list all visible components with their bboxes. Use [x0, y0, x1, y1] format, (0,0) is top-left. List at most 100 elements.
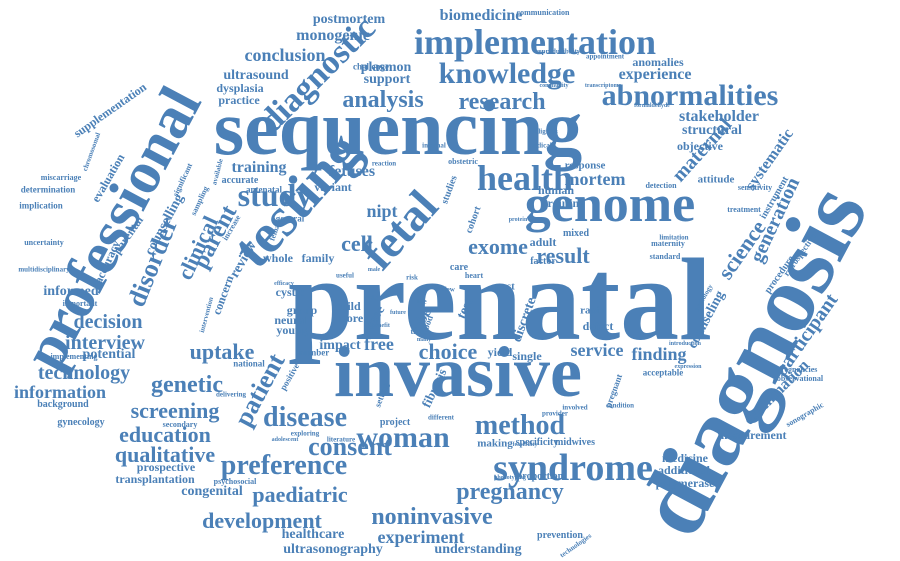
word-multidisciplinary: multidisciplinary	[18, 265, 70, 274]
word-care: care	[449, 262, 469, 273]
word-studies: studies	[439, 174, 460, 206]
word-defect: defect	[582, 319, 614, 333]
word-congenital: congenital	[181, 484, 243, 499]
word-single: single	[512, 349, 542, 363]
word-ultrasound: ultrasound	[223, 68, 289, 83]
word-making: making	[477, 437, 513, 450]
word-adolescent: adolescent	[271, 437, 299, 443]
word-concern: concern	[209, 273, 237, 317]
word-routine: routine	[547, 196, 585, 210]
word-cell: cell	[341, 231, 373, 256]
word-disease: disease	[263, 402, 347, 433]
word-transplantation: transplantation	[115, 472, 195, 486]
word-intervention: intervention	[197, 296, 216, 334]
word-plasmon: plasmon	[360, 60, 412, 75]
word-time: time	[410, 327, 426, 336]
word-postmortem: postmortem	[312, 12, 386, 27]
word-impact: impact	[319, 338, 361, 353]
word-informed: informed	[43, 284, 99, 299]
word-exome: exome	[468, 234, 528, 259]
word-yield: yield	[487, 345, 513, 359]
word-antenatal: antenatal	[246, 184, 282, 195]
word-invasive: invasive	[333, 332, 583, 412]
word-measurement: measurement	[717, 428, 787, 442]
word-acceptable: acceptable	[642, 367, 684, 378]
word-support: support	[363, 72, 411, 87]
word-group: group	[286, 303, 318, 317]
word-experience: experience	[618, 66, 692, 83]
word-psychosocial: psychosocial	[213, 477, 257, 486]
word-information: information	[14, 382, 106, 402]
word-literature: literature	[326, 435, 356, 444]
word-method: method	[474, 410, 566, 441]
word-ultrasonography: ultrasonography	[283, 542, 383, 557]
word-national: national	[233, 358, 265, 369]
word-rapid: rapid	[580, 304, 606, 317]
word-appointment: appointment	[585, 52, 625, 61]
word-many: many	[416, 337, 432, 343]
word-pregnancy: pregnancy	[456, 479, 564, 505]
word-cystic: cystic	[275, 285, 305, 299]
word-mixed: mixed	[562, 228, 590, 239]
word-neural: neural	[274, 313, 308, 327]
word-provider: provider	[542, 409, 568, 418]
word-important: important	[62, 299, 98, 308]
word-miscarriage: miscarriage	[40, 173, 82, 182]
word-limitation: limitation	[659, 233, 689, 242]
word-pregnancies: pregnancies	[776, 365, 818, 374]
word-involved: involved	[562, 403, 588, 412]
word-training: training	[231, 159, 287, 176]
word-factor: factor	[530, 256, 556, 267]
word-phenotyping: phenotyping	[493, 475, 527, 481]
word-specificity: specificity	[515, 437, 559, 448]
word-research: research	[458, 89, 546, 115]
word-implementing: implementing	[50, 352, 98, 361]
word-number: number	[298, 347, 330, 358]
word-risk: risk	[406, 273, 418, 282]
word-health: health	[476, 158, 574, 198]
word-useful: useful	[336, 271, 354, 280]
word-human: human	[537, 183, 575, 197]
word-exploring: exploring	[290, 429, 320, 438]
word-uncertainty: uncertainty	[24, 238, 64, 247]
word-transcriptome: transcriptome	[584, 83, 622, 89]
word-efficacy: efficacy	[274, 281, 294, 287]
word-protein: protein	[508, 217, 528, 223]
word-screening: screening	[130, 398, 220, 423]
word-heart: heart	[464, 271, 484, 280]
word-background: background	[37, 399, 89, 410]
word-prenatal: prenatal	[288, 234, 712, 365]
word-obstetric: obstetric	[448, 157, 478, 166]
word-prospective: prospective	[136, 460, 196, 474]
word-implication: implication	[19, 200, 63, 211]
word-project: project	[379, 417, 411, 428]
word-structural: structural	[682, 123, 742, 138]
word-reproducibility: reproducibility	[535, 47, 581, 56]
word-analysis: analysis	[342, 87, 424, 113]
word-abnormalities: abnormalities	[601, 79, 779, 112]
word-chromosomal: chromosomal	[80, 131, 103, 173]
word-medical: medical	[528, 141, 552, 150]
word-reaction: reaction	[371, 159, 397, 168]
word-general: general	[275, 213, 305, 224]
word-introduction: introduction	[669, 341, 701, 347]
word-nipt: nipt	[366, 201, 398, 221]
word-male: male	[367, 267, 381, 273]
word-education: education	[119, 422, 211, 447]
word-family: family	[301, 251, 335, 265]
word-formaldehyde: formaldehyde	[634, 103, 670, 109]
word-interview: interview	[65, 332, 145, 354]
word-preference: preference	[220, 450, 348, 481]
word-standard: standard	[649, 252, 681, 261]
word-accurate: accurate	[221, 175, 259, 186]
word-life: life	[417, 297, 427, 306]
word-healthcare: healthcare	[281, 527, 345, 542]
word-communication: communication	[516, 8, 570, 17]
word-religious: religious	[532, 127, 558, 136]
word-detection: detection	[645, 181, 677, 190]
word-benefit: benefit	[372, 323, 390, 329]
word-stakeholder: stakeholder	[679, 108, 759, 125]
word-development: development	[202, 508, 322, 533]
word-prevention: prevention	[537, 530, 583, 541]
